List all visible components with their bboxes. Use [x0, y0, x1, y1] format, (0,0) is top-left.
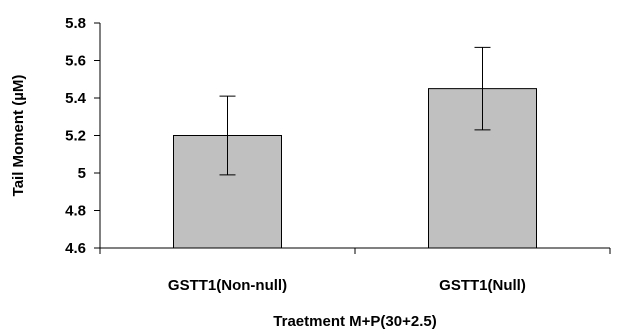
error-bar: [219, 95, 236, 176]
x-ticks: GSTT1(Non-null) GSTT1(Null): [99, 248, 611, 294]
y-ticks: 4.6 4.8 5 5.2 5.4 5.6 5.8: [65, 15, 100, 257]
y-tick-label: 5: [78, 165, 86, 182]
error-bars-layer: [219, 46, 491, 176]
y-tick-label: 5.4: [65, 90, 87, 107]
y-axis-title: Tail Moment (µM): [10, 75, 27, 197]
x-tick-label: GSTT1(Null): [439, 277, 526, 294]
y-tick-label: 4.6: [65, 240, 86, 257]
x-tick-label: GSTT1(Non-null): [168, 277, 287, 294]
x-axis-title: Traetment M+P(30+2.5): [273, 313, 436, 330]
y-tick-label: 5.6: [65, 53, 86, 70]
y-tick-label: 5.8: [65, 15, 86, 32]
y-tick-label: 4.8: [65, 203, 86, 220]
y-tick-label: 5.2: [65, 128, 86, 145]
error-bar: [474, 46, 491, 131]
